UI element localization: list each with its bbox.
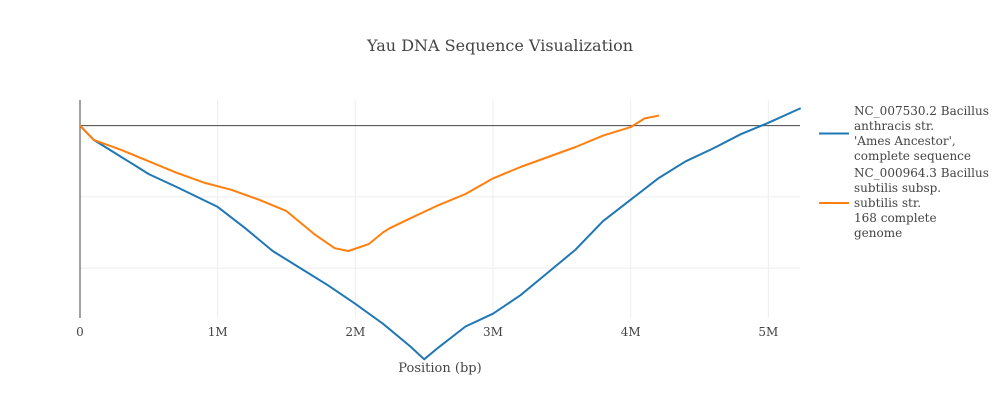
- legend-label-line: genome: [854, 226, 902, 240]
- legend-label: NC_007530.2 Bacillus anthracis str. 'Ames …: [854, 104, 989, 163]
- legend-label-line: anthracis str.: [854, 119, 934, 133]
- series-line-1[interactable]: [79, 107, 801, 361]
- legend-label-line: subtilis str.: [854, 196, 921, 210]
- legend-label-line: NC_007530.2 Bacillus: [854, 104, 989, 118]
- x-tick-label: 5M: [758, 325, 778, 339]
- grid-layer: [80, 100, 800, 318]
- chart-title: Yau DNA Sequence Visualization: [366, 36, 633, 55]
- legend-label-line: NC_000964.3 Bacillus: [854, 166, 989, 180]
- labels-layer: 0 1M 2M 3M 4M 5M: [76, 325, 778, 339]
- legend-label-line: 168 complete: [854, 211, 937, 225]
- legend-label-line: complete sequence: [854, 149, 971, 163]
- series-layer: [79, 107, 801, 361]
- legend-label-line: 'Ames Ancestor',: [854, 134, 956, 148]
- x-tick-label: 1M: [208, 325, 228, 339]
- legend[interactable]: NC_007530.2 Bacillus anthracis str. 'Ames …: [819, 104, 989, 240]
- x-tick-label: 2M: [345, 325, 365, 339]
- legend-label-line: subtilis subsp.: [854, 181, 941, 195]
- series-line-2[interactable]: [79, 114, 660, 252]
- legend-item-2[interactable]: NC_000964.3 Bacillus subtilis subsp. subti…: [819, 166, 989, 240]
- x-tick-label: 4M: [621, 325, 641, 339]
- legend-item-1[interactable]: NC_007530.2 Bacillus anthracis str. 'Ames …: [819, 104, 989, 163]
- x-tick-label: 3M: [483, 325, 503, 339]
- legend-label: NC_000964.3 Bacillus subtilis subsp. subti…: [854, 166, 989, 240]
- x-tick-label: 0: [76, 325, 84, 339]
- x-axis-title: Position (bp): [398, 361, 481, 376]
